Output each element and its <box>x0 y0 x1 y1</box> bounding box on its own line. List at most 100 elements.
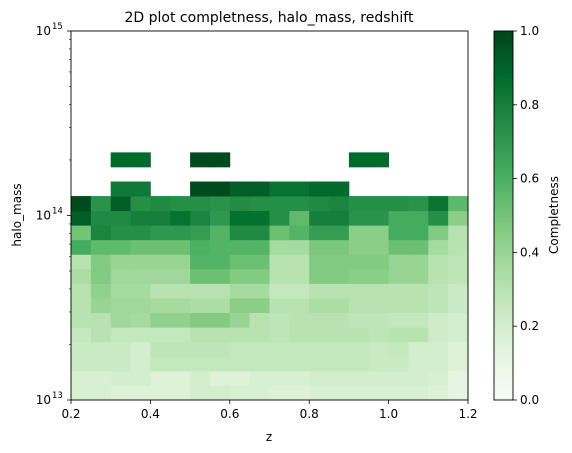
heatmap-cell <box>428 312 449 328</box>
colorbar-tick-label: 1.0 <box>520 24 539 38</box>
heatmap-cell <box>408 254 429 270</box>
heatmap-cell <box>448 312 469 328</box>
heatmap-cell <box>269 356 290 372</box>
heatmap-cell <box>190 225 211 241</box>
heatmap-cell <box>448 254 469 270</box>
heatmap-cell <box>428 356 449 372</box>
colorbar-tick-label: 0.8 <box>520 98 539 112</box>
heatmap-cell <box>428 298 449 314</box>
heatmap-cell <box>130 370 151 386</box>
heatmap-cell <box>150 370 171 386</box>
heatmap-cell <box>110 254 131 270</box>
heatmap-cell <box>249 298 270 314</box>
heatmap-cell <box>150 298 171 314</box>
heatmap-cell <box>388 370 409 386</box>
heatmap-cell <box>150 239 171 255</box>
heatmap-cell <box>329 210 350 226</box>
heatmap-cell <box>309 298 330 314</box>
heatmap-cell <box>269 370 290 386</box>
heatmap-cell <box>408 268 429 284</box>
heatmap-cell <box>289 254 310 270</box>
heatmap-cell <box>329 356 350 372</box>
heatmap-cell <box>309 327 330 343</box>
heatmap-cell <box>249 385 270 401</box>
heatmap-cell <box>71 356 92 372</box>
heatmap-cell <box>170 268 191 284</box>
heatmap-cell <box>170 298 191 314</box>
x-tick-label: 0.6 <box>220 407 239 421</box>
heatmap-cell <box>348 298 370 314</box>
heatmap-cell <box>309 385 330 401</box>
colorbar-tick-label: 0.2 <box>520 319 539 333</box>
heatmap-cell <box>388 312 409 328</box>
heatmap-cell <box>428 225 449 241</box>
heatmap-cell <box>348 312 370 328</box>
heatmap-cell <box>130 385 151 401</box>
heatmap-cell <box>309 283 330 299</box>
heatmap-cell <box>408 327 429 343</box>
heatmap-cell <box>110 268 131 284</box>
heatmap-cell <box>170 283 191 299</box>
heatmap-cell <box>368 385 389 401</box>
heatmap-cell <box>448 385 469 401</box>
heatmap-cell <box>170 341 191 357</box>
heatmap-cell <box>448 327 469 343</box>
heatmap-cell <box>309 312 330 328</box>
y-tick-exponent: 14 <box>52 207 63 217</box>
heatmap-cell <box>428 370 449 386</box>
heatmap-cell <box>229 254 251 270</box>
heatmap-cell <box>249 239 270 255</box>
colorbar-tick-label: 0.4 <box>520 245 539 259</box>
heatmap-cell <box>150 210 171 226</box>
heatmap-cell <box>110 312 131 328</box>
heatmap-cell <box>90 327 112 343</box>
heatmap-cell <box>368 254 389 270</box>
heatmap-cell <box>71 225 92 241</box>
heatmap-cell <box>130 210 151 226</box>
heatmap-cell <box>309 196 330 212</box>
heatmap-cell <box>90 370 112 386</box>
heatmap-cell <box>428 283 449 299</box>
heatmap-cell <box>110 341 131 357</box>
heatmap-cell <box>209 268 231 284</box>
heatmap-cell <box>130 239 151 255</box>
heatmap-cell <box>448 356 469 372</box>
heatmap-cell <box>368 298 389 314</box>
heatmap-cell <box>249 210 270 226</box>
heatmap-cell <box>309 341 330 357</box>
heatmap-cell <box>348 356 370 372</box>
heatmap-cell <box>269 225 290 241</box>
heatmap-cell <box>190 254 211 270</box>
heatmap-cell <box>269 254 290 270</box>
heatmap-cell <box>348 370 370 386</box>
heatmap-cell <box>190 385 211 401</box>
heatmap-cell <box>150 385 171 401</box>
heatmap-cell <box>289 268 310 284</box>
heatmap-cell <box>408 196 429 212</box>
heatmap-cell <box>329 254 350 270</box>
heatmap-cell <box>348 327 370 343</box>
heatmap-cell <box>209 210 231 226</box>
heatmap-cell <box>110 181 131 197</box>
heatmap-cell <box>448 239 469 255</box>
heatmap-cell <box>368 327 389 343</box>
heatmap-cell <box>348 239 370 255</box>
chart-title: 2D plot completness, halo_mass, redshift <box>125 10 414 26</box>
heatmap-cell <box>71 385 92 401</box>
heatmap-cell <box>388 341 409 357</box>
heatmap-cell <box>71 283 92 299</box>
heatmap-cell <box>448 225 469 241</box>
heatmap-cell <box>269 283 290 299</box>
heatmap-cell <box>388 298 409 314</box>
heatmap-cell <box>190 370 211 386</box>
y-tick-exponent: 15 <box>52 22 63 32</box>
heatmap-cell <box>249 312 270 328</box>
heatmap-cell <box>388 268 409 284</box>
heatmap-cell <box>348 196 370 212</box>
heatmap-cell <box>289 385 310 401</box>
y-axis-label: halo_mass <box>10 183 24 246</box>
heatmap-cell <box>130 298 151 314</box>
heatmap-cell <box>110 210 131 226</box>
heatmap-cell <box>329 283 350 299</box>
heatmap-cell <box>190 210 211 226</box>
